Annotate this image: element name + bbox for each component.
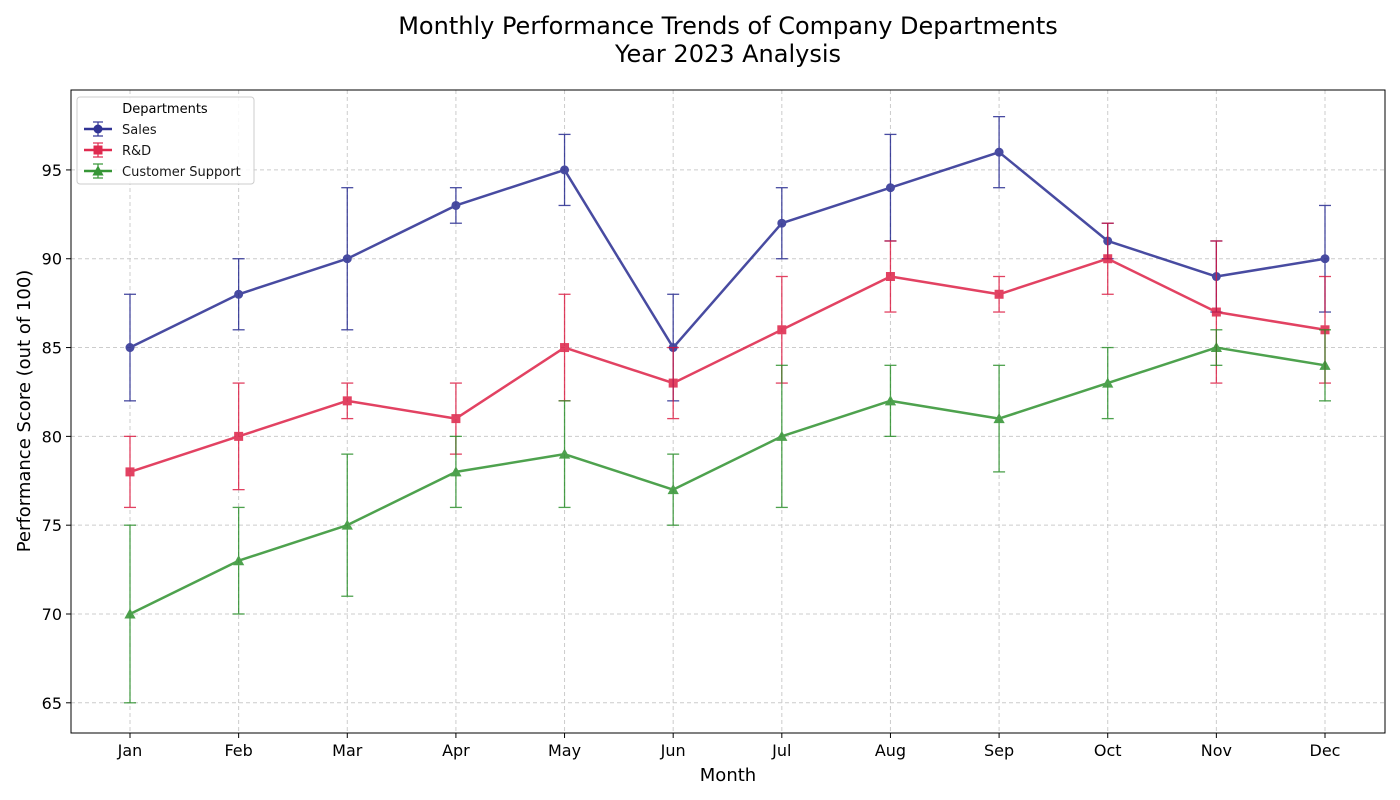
legend-item-r-d: R&D (84, 142, 151, 159)
legend-box (76, 96, 255, 185)
data-point (993, 412, 1005, 424)
legend-marker (92, 165, 104, 176)
data-point (777, 218, 787, 228)
series-line-sales (129, 150, 1326, 349)
x-tick-label: Jun (660, 741, 686, 760)
legend-title: Departments (122, 102, 208, 117)
x-tick-label: Jul (771, 741, 791, 760)
data-point (342, 254, 352, 264)
x-axis: Jan Feb Mar Apr May Jun Jul Aug Sep Oct Nov Dec (117, 733, 1341, 760)
data-point (884, 395, 897, 406)
data-point (234, 289, 244, 299)
data-point (560, 165, 570, 175)
chart-subtitle: Year 2023 Analysis (614, 40, 841, 68)
x-tick-label: Nov (1201, 741, 1232, 760)
legend: Departments Sales R&D Customer Support (76, 96, 255, 185)
y-axis: 65 70 75 80 85 90 95 (42, 161, 71, 713)
y-tick-label: 85 (42, 339, 62, 358)
data-point (776, 430, 788, 441)
y-tick-label: 65 (42, 694, 62, 713)
data-point (777, 325, 787, 335)
x-tick-label: Feb (224, 741, 252, 760)
data-point (885, 183, 895, 193)
data-point (1211, 307, 1221, 317)
data-point (1103, 254, 1113, 264)
legend-marker (93, 145, 103, 155)
data-point (885, 272, 895, 282)
grid (71, 90, 1385, 733)
plot-frame (70, 89, 1386, 734)
legend-marker (93, 124, 103, 134)
data-point (450, 466, 462, 477)
legend-item-customer-support: Customer Support (84, 163, 241, 180)
data-point (451, 200, 461, 210)
data-point (234, 431, 244, 441)
x-tick-label: Sep (984, 741, 1014, 760)
data-point (341, 519, 353, 530)
legend-label: Sales (122, 123, 157, 138)
y-tick-label: 80 (42, 427, 62, 446)
y-tick-label: 75 (42, 516, 62, 535)
data-point (668, 378, 678, 388)
series-customer-support (124, 329, 1331, 704)
data-point (560, 343, 570, 353)
data-point (124, 608, 136, 619)
y-tick-label: 90 (42, 250, 62, 269)
x-tick-label: Dec (1310, 741, 1341, 760)
data-point (1319, 359, 1331, 370)
x-tick-label: Mar (332, 741, 363, 760)
y-axis-label: Performance Score (out of 100) (14, 270, 35, 553)
data-point (994, 147, 1004, 157)
series-group (124, 115, 1331, 704)
x-tick-label: Oct (1094, 741, 1122, 760)
legend-item-sales: Sales (84, 121, 157, 138)
data-point (451, 414, 461, 424)
series-line-customer-support (129, 346, 1326, 616)
data-point (233, 555, 245, 566)
data-point (1210, 341, 1222, 353)
x-tick-label: Apr (442, 741, 470, 760)
data-point (558, 448, 571, 459)
y-tick-label: 70 (42, 605, 62, 624)
data-point (125, 343, 135, 353)
chart-title: Monthly Performance Trends of Company De… (398, 12, 1058, 40)
series-r-d (124, 222, 1331, 509)
data-point (342, 396, 352, 406)
data-point (667, 484, 679, 495)
x-axis-label: Month (700, 765, 756, 786)
x-tick-label: Aug (875, 741, 906, 760)
series-line-r-d (129, 257, 1326, 474)
data-point (1102, 377, 1114, 388)
x-tick-label: Jan (117, 741, 143, 760)
data-point (1320, 254, 1330, 264)
data-point (125, 467, 135, 477)
y-tick-label: 95 (42, 161, 62, 180)
data-point (994, 289, 1004, 299)
legend-label: R&D (122, 144, 151, 159)
x-tick-label: May (548, 741, 581, 760)
legend-label: Customer Support (122, 165, 241, 180)
